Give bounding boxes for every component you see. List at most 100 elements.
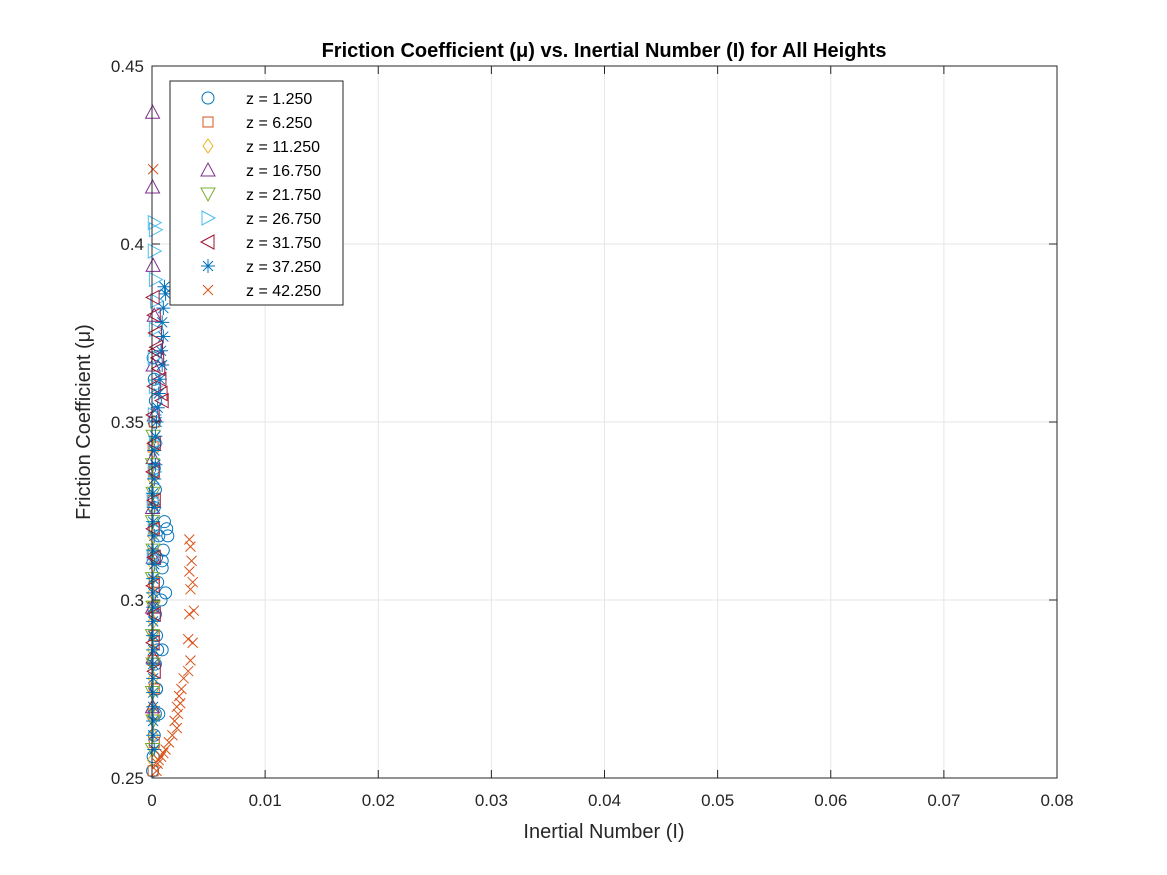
data-point xyxy=(185,655,196,666)
x-tick-label: 0.02 xyxy=(362,791,395,810)
series-9 xyxy=(147,163,200,777)
data-point xyxy=(182,665,194,677)
data-point xyxy=(171,722,183,734)
y-tick-label: 0.3 xyxy=(120,591,144,610)
data-point xyxy=(146,571,161,586)
data-point xyxy=(155,315,170,330)
data-point xyxy=(146,514,161,529)
data-point xyxy=(172,708,184,720)
x-tick-label: 0.01 xyxy=(249,791,282,810)
data-point xyxy=(182,633,194,645)
legend: z = 1.250 z = 6.250 z = 11.250 z = 16.750 z … xyxy=(169,80,344,306)
data-point xyxy=(183,608,195,620)
data-points xyxy=(144,104,200,778)
legend-marker xyxy=(202,284,214,296)
data-point xyxy=(153,754,165,766)
data-point xyxy=(147,163,159,175)
data-point xyxy=(148,321,164,338)
x-ticks: 0 0.01 0.02 0.03 0.04 0.05 0.06 0.07 0.08 xyxy=(147,66,1074,810)
data-point xyxy=(157,279,172,294)
data-point xyxy=(146,606,161,623)
data-point xyxy=(183,566,195,577)
legend-item: z = 31.750 xyxy=(199,234,321,252)
legend-label: z = 16.750 xyxy=(246,163,321,180)
x-axis-label: Inertial Number (I) xyxy=(523,821,684,843)
data-point xyxy=(156,301,171,316)
data-point xyxy=(156,329,171,344)
legend-item: z = 37.250 xyxy=(201,259,321,276)
x-tick-label: 0.07 xyxy=(927,791,960,810)
data-point xyxy=(146,307,161,324)
legend-item: z = 6.250 xyxy=(202,115,312,132)
data-point xyxy=(147,471,162,486)
data-point xyxy=(160,744,171,755)
data-point xyxy=(146,714,161,729)
data-point xyxy=(150,400,165,415)
legend-label: z = 26.750 xyxy=(246,211,321,228)
data-point xyxy=(147,443,162,458)
data-point xyxy=(185,583,196,595)
legend-label: z = 1.250 xyxy=(246,91,312,108)
data-point xyxy=(157,747,169,759)
data-point xyxy=(188,605,200,617)
x-tick-label: 0.03 xyxy=(475,791,508,810)
data-point xyxy=(147,557,162,572)
data-point xyxy=(146,378,161,395)
data-point xyxy=(148,607,162,621)
data-point xyxy=(146,543,161,558)
legend-label: z = 31.750 xyxy=(246,235,321,252)
x-tick-label: 0.08 xyxy=(1040,791,1073,810)
chart-title: Friction Coefficient (μ) vs. Inertial Nu… xyxy=(322,40,887,62)
y-tick-label: 0.45 xyxy=(111,57,144,76)
y-tick-label: 0.25 xyxy=(111,769,144,788)
data-point xyxy=(147,742,162,757)
data-point xyxy=(148,457,163,472)
legend-marker xyxy=(202,116,214,128)
legend-label: z = 6.250 xyxy=(246,115,312,132)
legend-item: z = 16.750 xyxy=(200,161,321,180)
data-point xyxy=(146,628,161,643)
data-point xyxy=(146,486,161,501)
legend-marker xyxy=(201,210,217,226)
data-point xyxy=(147,325,162,341)
data-point xyxy=(148,221,164,238)
data-point xyxy=(167,729,178,741)
legend-marker xyxy=(201,259,215,273)
data-point xyxy=(151,765,162,777)
data-point xyxy=(154,343,169,358)
data-point xyxy=(176,683,187,695)
legend-item: z = 11.250 xyxy=(202,138,320,156)
data-point xyxy=(146,685,161,700)
data-point xyxy=(146,585,161,600)
x-tick-label: 0.05 xyxy=(701,791,734,810)
data-point xyxy=(148,707,162,721)
data-point xyxy=(145,257,161,272)
legend-item: z = 21.750 xyxy=(200,187,321,204)
data-point xyxy=(152,372,167,387)
data-point xyxy=(150,293,165,309)
data-point xyxy=(155,358,170,373)
legend-label: z = 21.750 xyxy=(246,187,321,204)
legend-marker xyxy=(202,138,214,154)
y-tick-label: 0.4 xyxy=(120,235,144,254)
x-tick-label: 0 xyxy=(147,791,156,810)
data-point xyxy=(147,243,163,259)
legend-item: z = 42.250 xyxy=(202,283,321,300)
data-point xyxy=(178,672,190,684)
data-point xyxy=(144,178,161,194)
data-point xyxy=(147,407,163,423)
legend-box xyxy=(169,80,344,306)
legend-label: z = 37.250 xyxy=(246,259,321,276)
legend-item: z = 1.250 xyxy=(201,91,312,108)
data-point xyxy=(147,500,162,515)
data-point xyxy=(146,614,161,629)
data-point xyxy=(146,657,161,672)
data-point xyxy=(146,600,161,615)
legend-label: z = 11.250 xyxy=(246,139,320,156)
data-point xyxy=(169,715,180,727)
legend-marker xyxy=(201,91,215,105)
data-point xyxy=(145,289,160,306)
data-point xyxy=(185,541,196,552)
y-axis-label: Friction Coefficient (μ) xyxy=(73,324,95,520)
y-tick-label: 0.35 xyxy=(111,413,144,432)
